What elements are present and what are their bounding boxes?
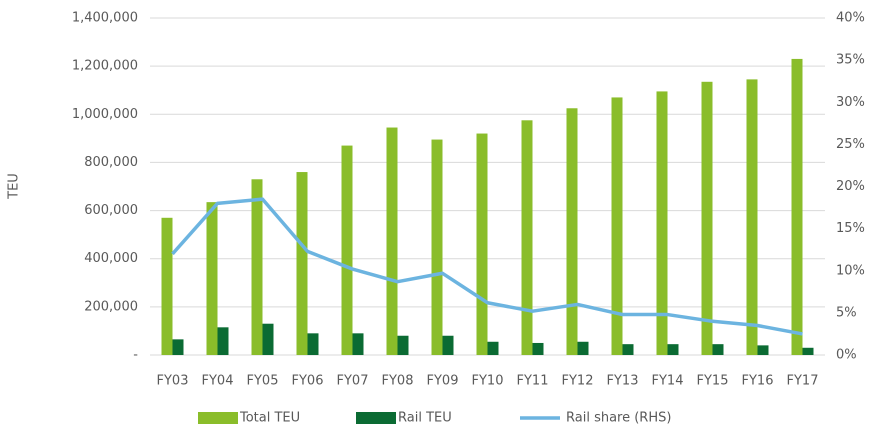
y2-tick-label: 15% [836, 221, 865, 236]
y-axis-label: TEU [7, 173, 22, 200]
x-tick-label: FY08 [382, 374, 414, 389]
x-tick-label: FY04 [202, 374, 234, 389]
y-tick-label: 1,400,000 [72, 11, 138, 26]
x-tick-label: FY03 [157, 374, 189, 389]
bar [217, 327, 229, 355]
y-tick-label: 200,000 [84, 299, 138, 314]
y2-tick-label: 40% [836, 11, 865, 26]
x-tick-label: FY17 [787, 374, 819, 389]
x-tick-label: FY13 [607, 374, 639, 389]
bar [566, 108, 578, 356]
y2-tick-label: 25% [836, 137, 865, 152]
bar [712, 344, 724, 355]
bar [341, 145, 353, 355]
y2-tick-label: 30% [836, 95, 865, 110]
bar [532, 342, 544, 355]
legend-label: Total TEU [239, 411, 300, 426]
bar [352, 333, 364, 355]
bar [307, 333, 319, 355]
bar [262, 323, 274, 355]
bar [251, 179, 263, 355]
x-tick-label: FY14 [652, 374, 684, 389]
x-tick-label: FY09 [427, 374, 459, 389]
y2-tick-label: 5% [836, 305, 857, 320]
bar [521, 120, 533, 355]
bar [667, 344, 679, 355]
bar [386, 127, 398, 356]
y2-tick-label: 0% [836, 348, 857, 363]
y-tick-label: 600,000 [84, 203, 138, 218]
y2-tick-label: 35% [836, 53, 865, 68]
legend-swatch [198, 412, 238, 424]
bar [442, 335, 454, 355]
bar [656, 91, 668, 356]
x-tick-label: FY16 [742, 374, 774, 389]
bar [611, 97, 623, 355]
bar [206, 202, 218, 355]
y2-tick-label: 20% [836, 179, 865, 194]
x-tick-label: FY15 [697, 374, 729, 389]
bar [701, 81, 713, 356]
bar [791, 58, 803, 356]
y-tick-label: - [133, 348, 138, 363]
bar [757, 345, 769, 355]
bar [622, 344, 634, 355]
bar [431, 139, 443, 355]
y2-tick-label: 10% [836, 263, 865, 278]
y-tick-label: 1,000,000 [72, 107, 138, 122]
bar [161, 217, 173, 355]
x-tick-label: FY07 [337, 374, 369, 389]
line [171, 197, 803, 336]
x-tick-label: FY11 [517, 374, 549, 389]
x-tick-label: FY05 [247, 374, 279, 389]
y-tick-label: 400,000 [84, 251, 138, 266]
bar [487, 341, 499, 355]
bar [397, 335, 409, 355]
x-tick-label: FY12 [562, 374, 594, 389]
bar [577, 341, 589, 355]
bar [296, 172, 308, 355]
legend-label: Rail TEU [398, 411, 452, 426]
bar [476, 133, 488, 355]
bar [802, 347, 814, 355]
y-tick-label: 1,200,000 [72, 59, 138, 74]
x-tick-label: FY06 [292, 374, 324, 389]
legend-swatch [356, 412, 396, 424]
x-tick-label: FY10 [472, 374, 504, 389]
bar [746, 79, 758, 355]
y-tick-label: 800,000 [84, 155, 138, 170]
legend-label: Rail share (RHS) [566, 411, 671, 426]
bar [172, 339, 184, 355]
